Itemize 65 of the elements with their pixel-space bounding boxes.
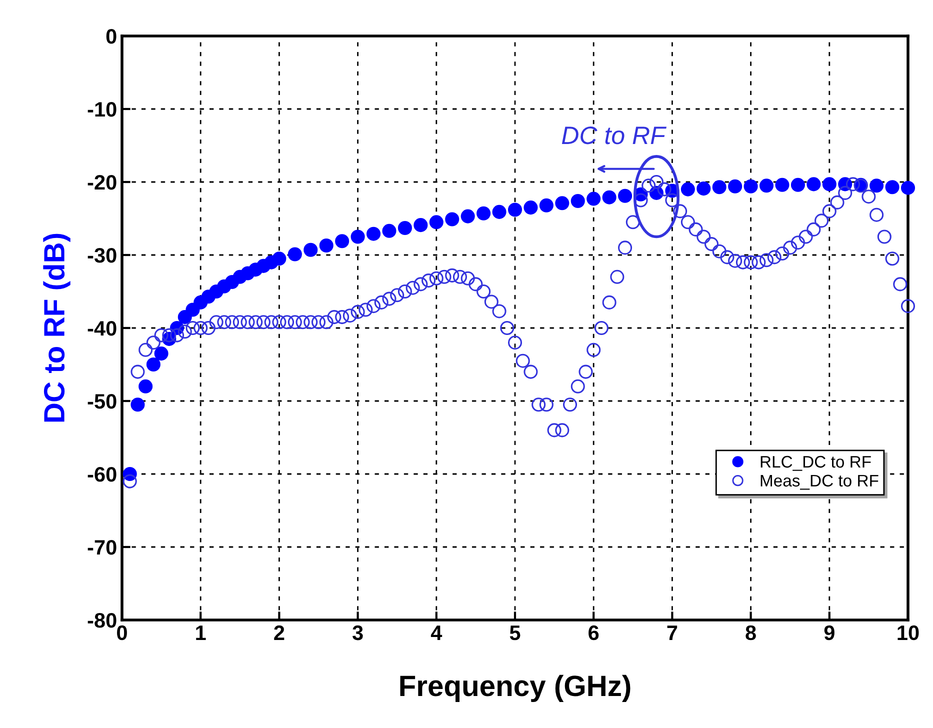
x-tick-label: 8: [746, 625, 756, 640]
y-tick-label: -20: [88, 175, 116, 190]
y-tick-label: -80: [88, 613, 116, 628]
point: [304, 242, 318, 257]
y-axis-title: DC to RF (dB): [43, 234, 70, 422]
point: [696, 182, 711, 196]
y-tick-label: 0: [106, 29, 116, 44]
point: [414, 218, 428, 232]
point: [398, 220, 412, 236]
point: [806, 177, 821, 192]
point: [524, 200, 538, 215]
point: [138, 379, 153, 394]
point: [618, 188, 632, 203]
point: [586, 192, 601, 206]
point: [570, 194, 585, 208]
point: [335, 234, 350, 248]
legend-label: Meas_DC to RF: [760, 474, 878, 490]
point: [680, 182, 695, 196]
x-tick-label: 3: [352, 625, 363, 640]
x-tick-label: 1: [196, 626, 206, 640]
point: [790, 178, 805, 192]
y-tick-label: -40: [88, 321, 116, 336]
point: [492, 204, 506, 219]
y-tick-label: -10: [88, 102, 116, 117]
point: [288, 247, 302, 262]
point: [366, 226, 381, 241]
x-tick-label: 5: [510, 626, 520, 640]
point: [146, 357, 160, 372]
point: [154, 346, 168, 361]
point: [476, 206, 491, 220]
y-tick-label: -60: [88, 467, 116, 482]
point: [775, 178, 790, 192]
point: [555, 196, 570, 210]
y-tick-label: -30: [88, 248, 116, 263]
point: [712, 180, 726, 194]
point: [885, 180, 900, 194]
point: [728, 179, 742, 194]
point: [744, 179, 758, 194]
point: [539, 198, 554, 212]
y-tick-label: -50: [88, 394, 116, 409]
x-tick-label: 4: [430, 626, 442, 640]
x-axis-title: Frequency (GHz): [400, 674, 630, 702]
legend-label: RLC_DC to RF: [760, 456, 871, 471]
point: [445, 212, 460, 226]
point: [508, 202, 522, 217]
point: [272, 252, 286, 266]
x-tick-label: 7: [667, 626, 678, 640]
point: [382, 224, 396, 238]
x-tick-label: 0: [117, 625, 127, 640]
point: [130, 398, 145, 412]
x-tick-label: 9: [824, 625, 834, 640]
point: [350, 230, 365, 244]
point: [319, 238, 334, 253]
x-tick-label: 10: [898, 625, 919, 640]
point: [602, 190, 616, 204]
x-tick-label: 6: [588, 625, 599, 640]
y-tick-label: -70: [88, 540, 116, 555]
point: [460, 209, 475, 224]
point: [870, 178, 884, 193]
point: [429, 215, 444, 230]
annotation: DC to RF: [562, 126, 667, 144]
point: [900, 180, 916, 195]
point: [760, 178, 774, 193]
point: [822, 177, 836, 192]
x-tick-label: 2: [274, 625, 284, 640]
